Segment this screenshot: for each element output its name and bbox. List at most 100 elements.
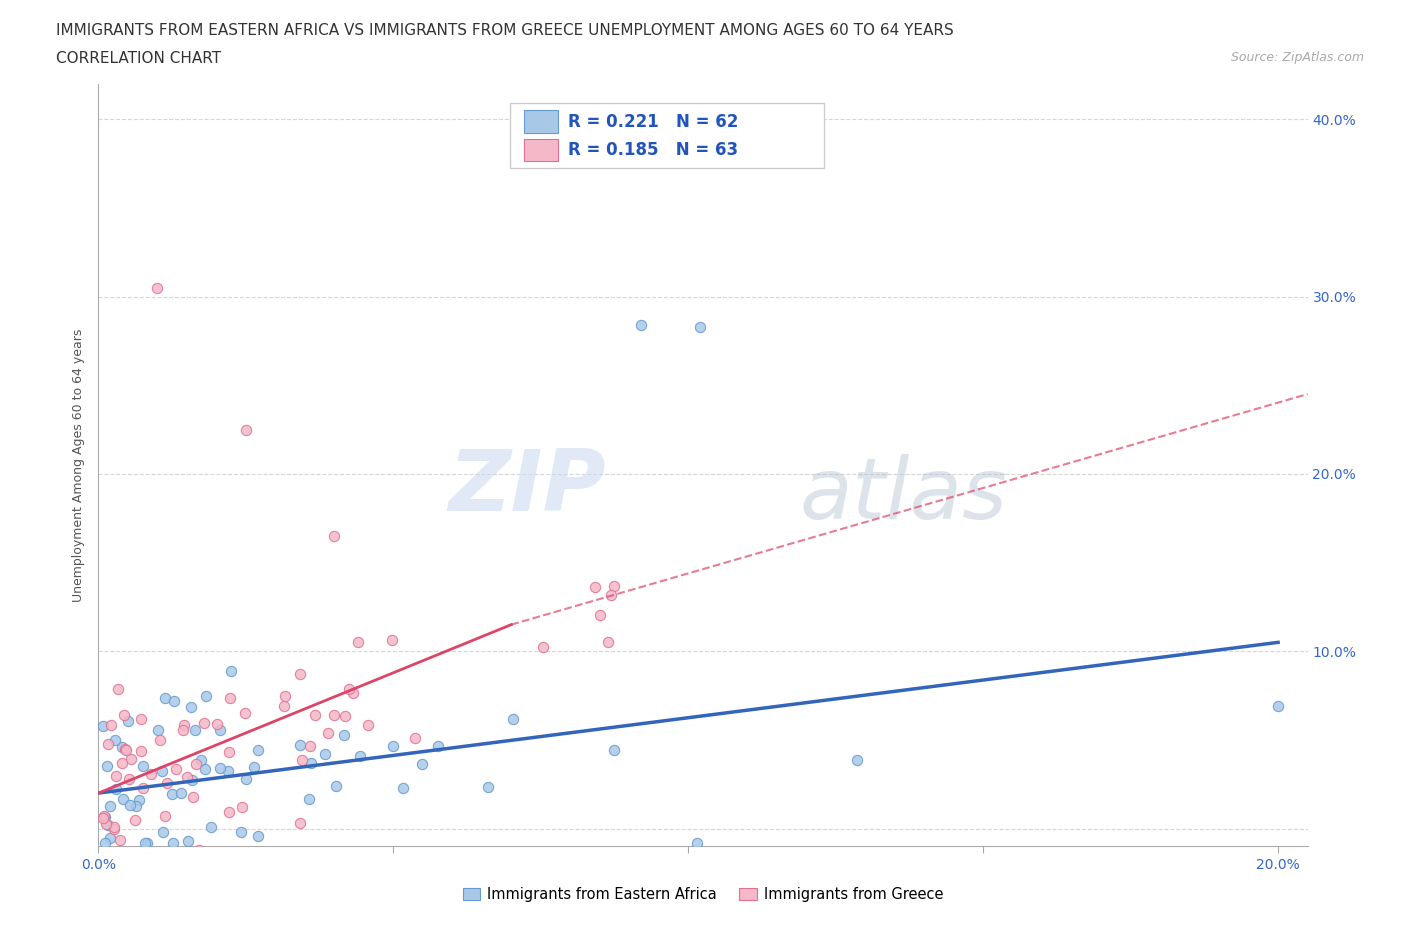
Point (173, 717, 195, 732)
Point (183, 723, 205, 737)
Point (205, 717, 228, 732)
Text: R = 0.221   N = 62: R = 0.221 N = 62 (568, 113, 738, 131)
Point (117, 772, 139, 787)
Point (219, 663, 242, 678)
Point (146, 723, 169, 737)
Text: ZIP: ZIP (449, 446, 606, 529)
Point (288, 737, 311, 752)
Point (117, 714, 139, 729)
Point (93, 808, 115, 823)
Point (180, 699, 202, 714)
Point (104, 782, 127, 797)
Point (149, 733, 172, 748)
Point (689, 319, 711, 334)
Point (288, 816, 311, 830)
Legend: Immigrants from Eastern Africa, Immigrants from Greece: Immigrants from Eastern Africa, Immigran… (457, 881, 949, 908)
Point (100, 718, 122, 733)
Point (139, 766, 162, 781)
Point (176, 769, 198, 784)
Text: R = 0.185   N = 63: R = 0.185 N = 63 (568, 141, 738, 159)
Point (325, 778, 347, 793)
Point (155, 809, 177, 824)
Point (299, 756, 322, 771)
Point (97, 817, 120, 832)
Point (128, 792, 150, 807)
Point (172, 723, 194, 737)
Point (181, 772, 204, 787)
Point (120, 751, 142, 766)
Point (316, 726, 339, 741)
Point (333, 709, 356, 724)
Text: CORRELATION CHART: CORRELATION CHART (56, 51, 221, 66)
Point (233, 706, 256, 721)
Point (111, 791, 134, 806)
Point (502, 711, 524, 726)
Point (333, 727, 356, 742)
Point (100, 831, 122, 846)
Point (170, 785, 193, 800)
Point (153, 691, 176, 706)
Point (1267, 698, 1289, 713)
Point (298, 791, 321, 806)
Point (217, 764, 239, 778)
Point (150, 764, 173, 778)
Point (291, 752, 314, 767)
Point (200, 820, 222, 835)
Point (98, 798, 121, 813)
Point (125, 799, 148, 814)
Point (322, 708, 344, 723)
Point (231, 800, 253, 815)
Point (288, 666, 311, 681)
Point (845, 752, 868, 767)
Point (235, 772, 257, 787)
Point (193, 716, 215, 731)
Point (181, 790, 204, 804)
FancyBboxPatch shape (509, 103, 824, 167)
Point (337, 682, 360, 697)
Point (104, 732, 127, 747)
Point (195, 688, 218, 703)
Point (600, 588, 623, 603)
Point (346, 634, 368, 649)
Point (132, 780, 155, 795)
Point (134, 835, 156, 850)
Point (129, 743, 152, 758)
Point (274, 688, 297, 703)
Point (160, 786, 183, 801)
Point (231, 824, 253, 839)
Point (427, 738, 450, 753)
Point (114, 743, 136, 758)
Point (603, 742, 626, 757)
Point (131, 711, 153, 726)
Point (194, 762, 217, 777)
Point (162, 835, 184, 850)
Point (630, 317, 652, 332)
Point (176, 833, 198, 848)
Text: IMMIGRANTS FROM EASTERN AFRICA VS IMMIGRANTS FROM GREECE UNEMPLOYMENT AMONG AGES: IMMIGRANTS FROM EASTERN AFRICA VS IMMIGR… (56, 23, 955, 38)
Point (342, 686, 364, 701)
Point (114, 741, 136, 756)
Point (323, 528, 346, 543)
Point (382, 738, 405, 753)
Point (246, 829, 269, 844)
Point (184, 757, 207, 772)
Point (598, 634, 620, 649)
Point (96, 759, 118, 774)
Point (97, 737, 120, 751)
Point (391, 781, 413, 796)
Point (93, 810, 115, 825)
FancyBboxPatch shape (524, 139, 558, 162)
Text: Source: ZipAtlas.com: Source: ZipAtlas.com (1230, 51, 1364, 64)
Point (165, 762, 187, 777)
Point (405, 730, 427, 745)
Point (209, 760, 232, 775)
Point (107, 682, 129, 697)
Point (298, 738, 321, 753)
Point (163, 694, 186, 709)
Point (314, 747, 336, 762)
Point (152, 825, 174, 840)
Point (136, 835, 159, 850)
Point (356, 717, 378, 732)
Point (112, 708, 135, 723)
Point (111, 739, 134, 754)
